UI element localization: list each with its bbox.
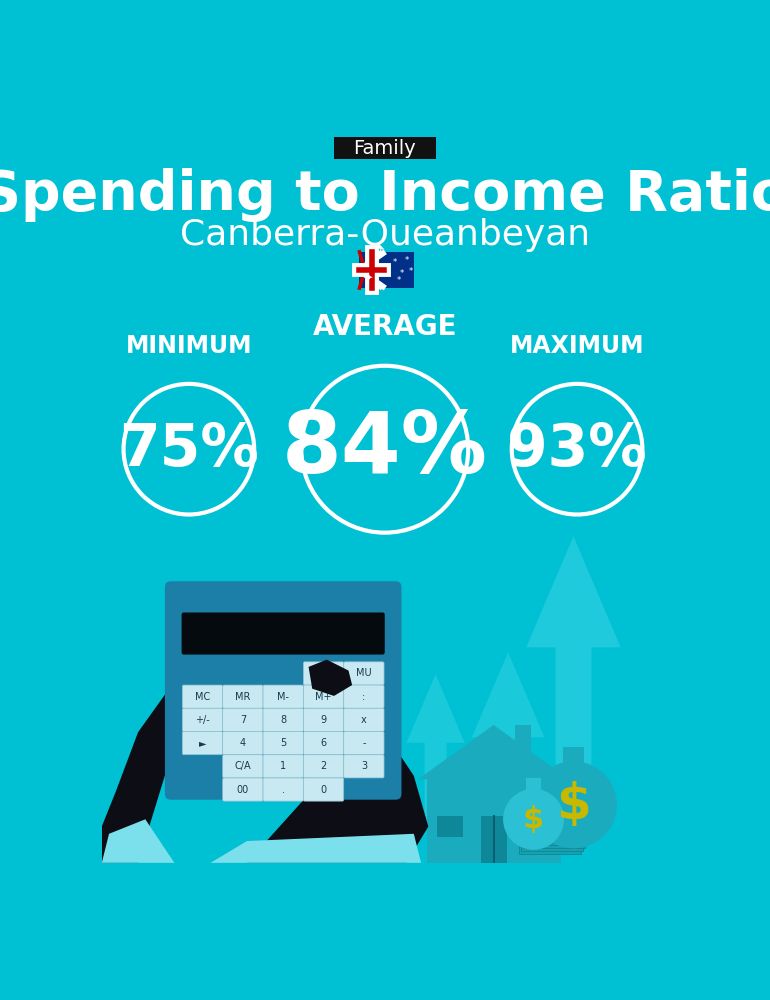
Polygon shape bbox=[102, 819, 174, 863]
Text: 00: 00 bbox=[236, 785, 249, 795]
Text: *: * bbox=[393, 258, 397, 267]
FancyBboxPatch shape bbox=[182, 685, 223, 708]
Polygon shape bbox=[247, 689, 428, 863]
Text: 1: 1 bbox=[280, 761, 286, 771]
FancyBboxPatch shape bbox=[515, 725, 531, 758]
Text: 8: 8 bbox=[280, 715, 286, 725]
FancyBboxPatch shape bbox=[526, 835, 588, 845]
FancyBboxPatch shape bbox=[510, 816, 536, 837]
FancyBboxPatch shape bbox=[263, 755, 303, 778]
FancyBboxPatch shape bbox=[182, 731, 223, 755]
FancyBboxPatch shape bbox=[223, 708, 263, 731]
FancyBboxPatch shape bbox=[303, 778, 343, 801]
Text: 7: 7 bbox=[239, 715, 246, 725]
Text: MINIMUM: MINIMUM bbox=[126, 334, 252, 358]
Text: Spending to Income Ratio: Spending to Income Ratio bbox=[0, 168, 770, 222]
FancyBboxPatch shape bbox=[427, 779, 561, 863]
Text: ►: ► bbox=[199, 738, 206, 748]
FancyBboxPatch shape bbox=[480, 816, 507, 863]
Text: 3: 3 bbox=[361, 761, 367, 771]
Text: *: * bbox=[400, 269, 404, 278]
Polygon shape bbox=[407, 674, 464, 827]
Text: :: : bbox=[362, 692, 366, 702]
Text: MC: MC bbox=[195, 692, 210, 702]
FancyBboxPatch shape bbox=[263, 731, 303, 755]
FancyBboxPatch shape bbox=[526, 778, 541, 791]
FancyBboxPatch shape bbox=[263, 708, 303, 731]
Text: ✦: ✦ bbox=[363, 273, 373, 286]
Text: -: - bbox=[362, 738, 366, 748]
FancyBboxPatch shape bbox=[182, 708, 223, 731]
FancyBboxPatch shape bbox=[343, 755, 384, 778]
Text: *: * bbox=[397, 276, 400, 285]
FancyBboxPatch shape bbox=[263, 778, 303, 801]
FancyBboxPatch shape bbox=[521, 841, 583, 851]
FancyBboxPatch shape bbox=[563, 747, 584, 765]
FancyBboxPatch shape bbox=[303, 662, 343, 685]
Polygon shape bbox=[526, 536, 621, 783]
FancyBboxPatch shape bbox=[343, 708, 384, 731]
Text: MR: MR bbox=[235, 692, 250, 702]
Text: $: $ bbox=[556, 781, 591, 829]
FancyBboxPatch shape bbox=[182, 612, 385, 655]
Text: 2: 2 bbox=[320, 761, 326, 771]
Polygon shape bbox=[211, 834, 421, 863]
Text: 93%: 93% bbox=[507, 421, 647, 478]
Text: MAXIMUM: MAXIMUM bbox=[510, 334, 644, 358]
Text: AVERAGE: AVERAGE bbox=[313, 313, 457, 341]
Text: .: . bbox=[282, 785, 285, 795]
Text: M+: M+ bbox=[315, 692, 332, 702]
FancyBboxPatch shape bbox=[223, 731, 263, 755]
FancyBboxPatch shape bbox=[303, 755, 343, 778]
Circle shape bbox=[503, 789, 564, 850]
Circle shape bbox=[530, 761, 617, 848]
FancyBboxPatch shape bbox=[165, 581, 401, 800]
FancyBboxPatch shape bbox=[343, 685, 384, 708]
Text: M-: M- bbox=[277, 692, 290, 702]
Polygon shape bbox=[102, 616, 269, 863]
Text: +/-: +/- bbox=[195, 715, 210, 725]
Text: 9: 9 bbox=[320, 715, 326, 725]
FancyBboxPatch shape bbox=[223, 755, 263, 778]
Text: 6: 6 bbox=[320, 738, 326, 748]
Text: 5: 5 bbox=[280, 738, 286, 748]
Text: MU: MU bbox=[356, 668, 372, 678]
FancyBboxPatch shape bbox=[334, 137, 436, 159]
Polygon shape bbox=[418, 725, 570, 779]
Text: %: % bbox=[319, 668, 328, 678]
FancyBboxPatch shape bbox=[527, 832, 589, 843]
FancyBboxPatch shape bbox=[437, 816, 463, 837]
Polygon shape bbox=[472, 652, 544, 841]
Text: 4: 4 bbox=[239, 738, 246, 748]
Text: 0: 0 bbox=[320, 785, 326, 795]
Text: $: $ bbox=[523, 805, 544, 834]
FancyBboxPatch shape bbox=[303, 685, 343, 708]
FancyBboxPatch shape bbox=[343, 662, 384, 685]
Text: Canberra-Queanbeyan: Canberra-Queanbeyan bbox=[179, 218, 590, 252]
Text: *: * bbox=[405, 256, 410, 265]
FancyBboxPatch shape bbox=[343, 731, 384, 755]
Text: *: * bbox=[409, 267, 413, 276]
FancyBboxPatch shape bbox=[519, 844, 581, 854]
Polygon shape bbox=[309, 660, 352, 696]
FancyBboxPatch shape bbox=[303, 731, 343, 755]
FancyBboxPatch shape bbox=[303, 708, 343, 731]
FancyBboxPatch shape bbox=[360, 252, 413, 288]
FancyBboxPatch shape bbox=[524, 838, 585, 848]
Text: C/A: C/A bbox=[235, 761, 251, 771]
FancyBboxPatch shape bbox=[223, 778, 263, 801]
Text: 75%: 75% bbox=[119, 421, 259, 478]
FancyBboxPatch shape bbox=[263, 685, 303, 708]
FancyBboxPatch shape bbox=[223, 685, 263, 708]
Text: 84%: 84% bbox=[282, 408, 487, 491]
Text: Family: Family bbox=[353, 139, 416, 158]
Text: x: x bbox=[361, 715, 367, 725]
